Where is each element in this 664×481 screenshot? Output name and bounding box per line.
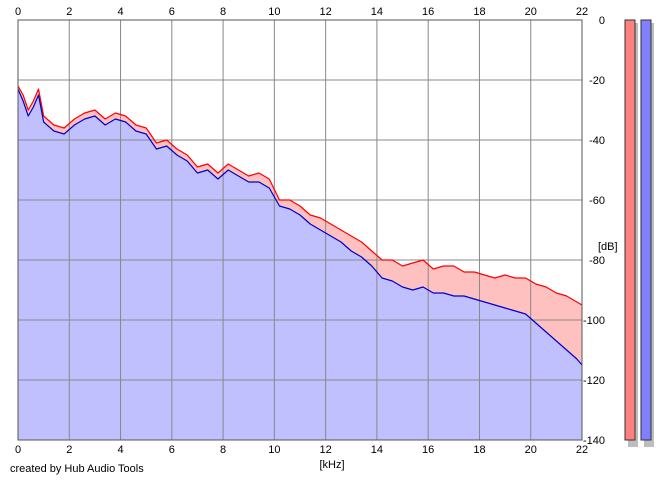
x-tick-label-top: 6 — [169, 6, 175, 18]
plot-fills — [18, 86, 582, 440]
x-tick-label-bottom: 16 — [422, 444, 434, 456]
credit-text: created by Hub Audio Tools — [10, 463, 144, 475]
x-tick-label-bottom: 8 — [220, 444, 226, 456]
y-tick-label: -100 — [583, 315, 605, 327]
x-tick-label-bottom: 10 — [268, 444, 280, 456]
series-1-line — [17, 85, 583, 306]
plot-lines — [17, 85, 583, 366]
x-tick-label-bottom: 2 — [66, 444, 72, 456]
x-tick-label-bottom: 12 — [320, 444, 332, 456]
y-tick-label: -140 — [583, 435, 605, 447]
y-tick-label: -60 — [589, 195, 605, 207]
y-tick-label: -120 — [583, 375, 605, 387]
x-tick-label-bottom: 18 — [473, 444, 485, 456]
x-tick-label-bottom: 20 — [525, 444, 537, 456]
x-tick-label-top: 8 — [220, 6, 226, 18]
x-tick-label-top: 0 — [15, 6, 21, 18]
level-meters — [624, 19, 654, 447]
x-tick-label-bottom: 14 — [371, 444, 383, 456]
x-tick-label-bottom: 4 — [117, 444, 123, 456]
y-tick-label: -20 — [589, 75, 605, 87]
x-tick-label-top: 10 — [268, 6, 280, 18]
x-tick-label-top: 20 — [525, 6, 537, 18]
y-tick-label: 0 — [599, 15, 605, 27]
y-axis-label: [dB] — [598, 241, 618, 253]
level-meter-1 — [624, 19, 636, 441]
y-tick-label: -40 — [589, 135, 605, 147]
level-meter-2 — [640, 19, 652, 441]
x-tick-label-bottom: 22 — [576, 444, 588, 456]
x-tick-label-top: 22 — [576, 6, 588, 18]
plot-frame — [17, 19, 583, 441]
x-tick-label-top: 12 — [320, 6, 332, 18]
x-tick-label-top: 4 — [117, 6, 123, 18]
x-axis-label: [kHz] — [319, 459, 344, 471]
x-tick-label-bottom: 0 — [15, 444, 21, 456]
y-tick-label: -80 — [589, 255, 605, 267]
series-2-area — [18, 89, 582, 440]
x-tick-label-bottom: 6 — [169, 444, 175, 456]
x-tick-label-top: 16 — [422, 6, 434, 18]
x-tick-label-top: 2 — [66, 6, 72, 18]
series-2-line — [17, 88, 583, 366]
y-tick-labels: 0 -20 -40 -60 -80 -100 -120 -140 — [583, 15, 605, 447]
x-tick-label-top: 18 — [473, 6, 485, 18]
x-tick-label-top: 14 — [371, 6, 383, 18]
